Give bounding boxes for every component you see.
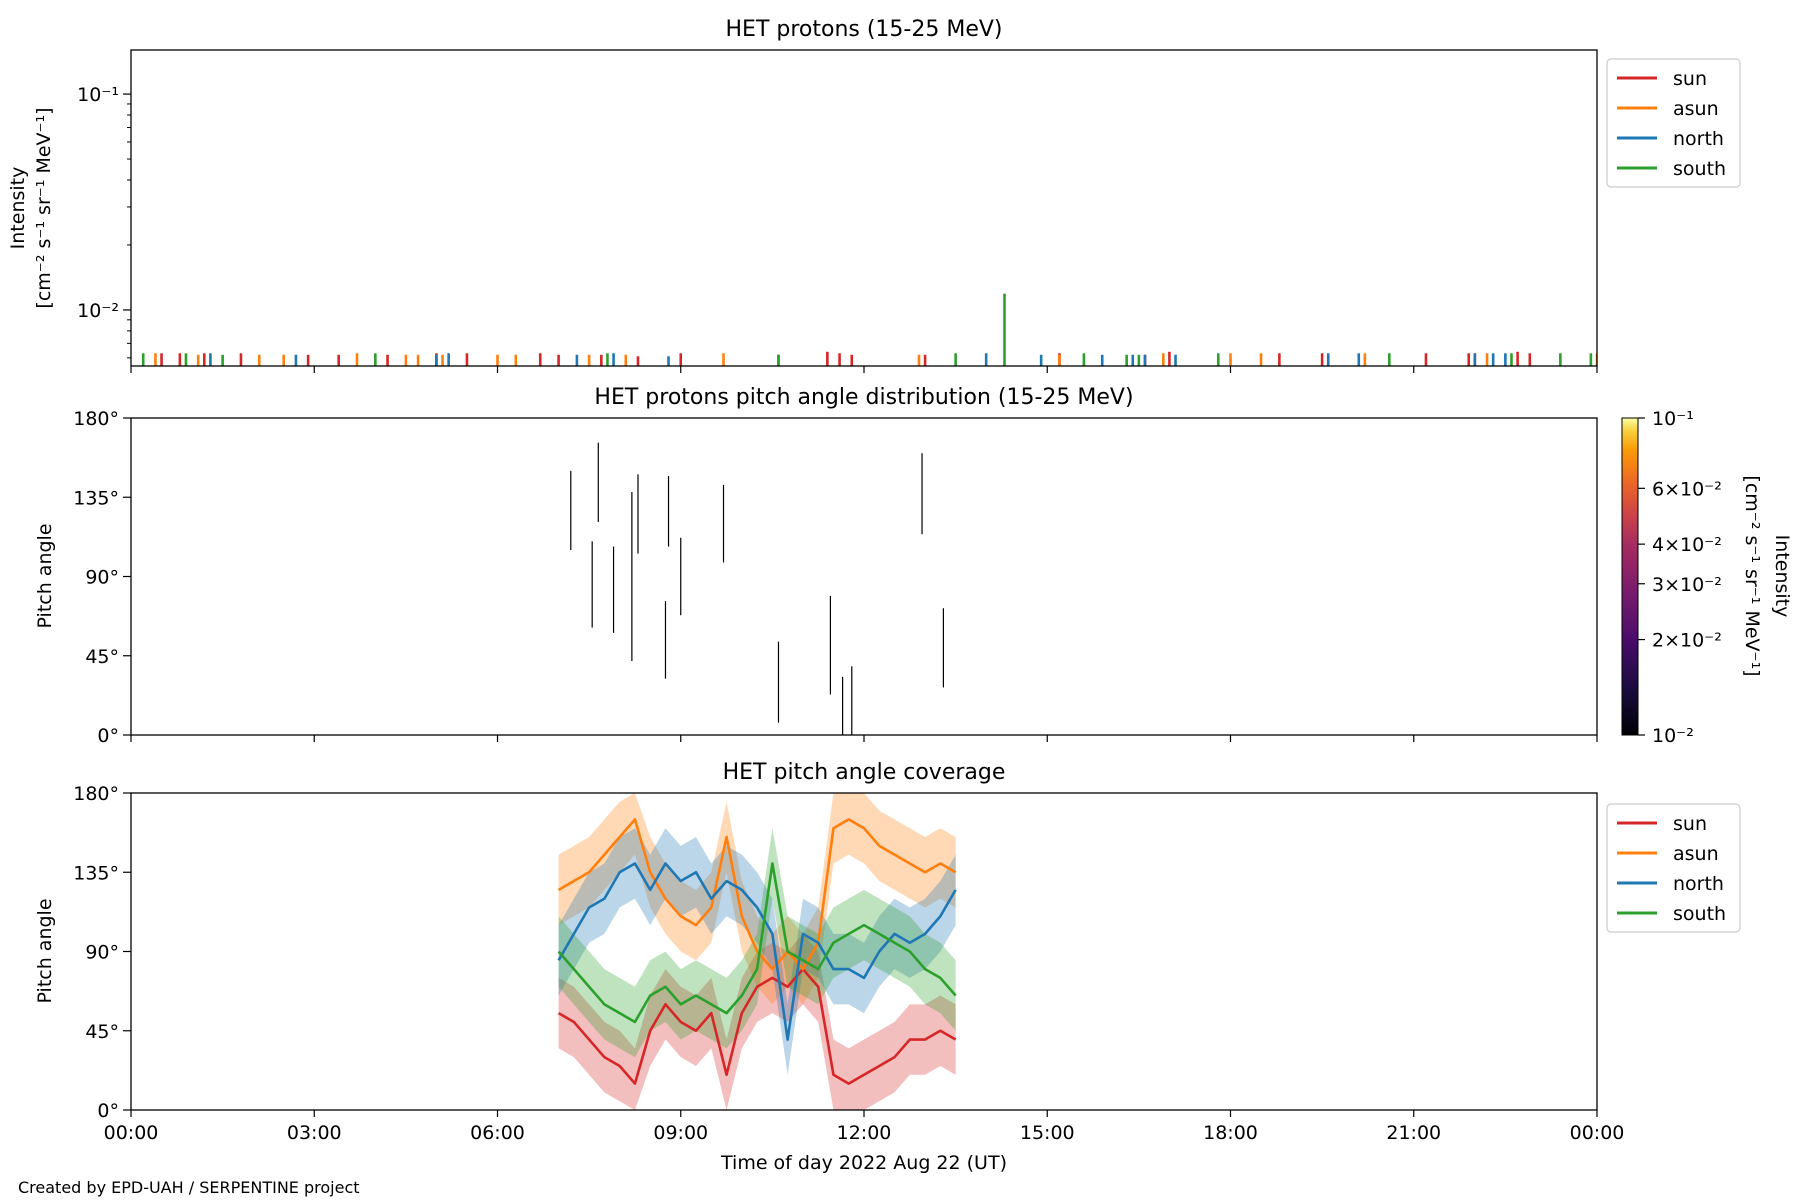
panel1-bars	[141, 293, 1597, 366]
legend-label-sun: sun	[1673, 813, 1707, 835]
x-tick-label: 00:00	[1570, 1122, 1625, 1144]
legend-label-north: north	[1673, 128, 1724, 150]
panel3-legend: sun asun north south	[1606, 803, 1741, 933]
panel2-x-ticks	[130, 735, 1598, 742]
y-tick-label: 10⁻²	[77, 300, 119, 322]
x-tick-label: 00:00	[104, 1122, 159, 1144]
x-tick-label: 18:00	[1203, 1122, 1258, 1144]
colorbar-tick-label: 6×10⁻²	[1652, 478, 1722, 500]
legend-label-south: south	[1673, 158, 1726, 180]
panel2-ylabel: Pitch angle	[34, 523, 56, 628]
band-sun	[558, 933, 956, 1110]
panel3-lines	[557, 793, 957, 1110]
panel2-segments	[570, 442, 945, 735]
band-north	[558, 828, 956, 1075]
colorbar-tick-label: 2×10⁻²	[1652, 630, 1722, 652]
y-tick-label: 180°	[73, 783, 119, 805]
y-tick-label: 180°	[73, 408, 119, 430]
y-tick-label: 135°	[73, 487, 119, 509]
footer-credit: Created by EPD-UAH / SERPENTINE project	[18, 1178, 360, 1197]
line-sun	[557, 967, 957, 1085]
panel2-title: HET protons pitch angle distribution (15…	[594, 385, 1133, 410]
panel1-legend: sun asun north south	[1606, 58, 1741, 188]
y-tick-label: 135°	[73, 862, 119, 884]
x-tick-label: 21:00	[1386, 1122, 1441, 1144]
x-tick-label: 03:00	[287, 1122, 342, 1144]
x-tick-label: 06:00	[470, 1122, 525, 1144]
panel1-x-ticks	[130, 366, 1598, 373]
panel1-ylabel-line1: Intensity	[7, 167, 29, 250]
legend-label-north: north	[1673, 873, 1724, 895]
colorbar-ticks: 10⁻¹ 6×10⁻² 4×10⁻² 3×10⁻² 2×10⁻² 10⁻²	[1638, 408, 1722, 747]
x-tick-label: 12:00	[837, 1122, 892, 1144]
legend-label-asun: asun	[1673, 98, 1719, 120]
band-asun	[558, 793, 956, 1005]
colorbar-label-line2: [cm⁻² s⁻¹ sr⁻¹ MeV⁻¹]	[1741, 475, 1763, 676]
panel1-y-ticks: 10⁻¹ 10⁻²	[77, 84, 131, 359]
y-tick-label: 0°	[97, 725, 119, 747]
panel3-xlabel: Time of day 2022 Aug 22 (UT)	[720, 1152, 1007, 1174]
colorbar-tick-label: 10⁻¹	[1652, 408, 1694, 430]
panel-intensity: HET protons (15-25 MeV) 10⁻¹ 10⁻² Intensi…	[7, 17, 1741, 373]
panel1-title: HET protons (15-25 MeV)	[726, 17, 1003, 42]
panel1-frame	[130, 49, 1598, 367]
panel2-y-ticks: 180° 135° 90° 45° 0°	[73, 408, 131, 747]
panel3-y-ticks: 180° 135° 90° 45° 0°	[73, 783, 131, 1122]
y-tick-label: 45°	[85, 1021, 119, 1043]
panel1-ylabel-line2: [cm⁻² s⁻¹ sr⁻¹ MeV⁻¹]	[33, 107, 55, 308]
legend-box	[1606, 58, 1741, 188]
y-tick-label: 0°	[97, 1100, 119, 1122]
colorbar-tick-label: 3×10⁻²	[1652, 574, 1722, 596]
panel3-x-ticks: 00:00 03:00 06:00 09:00 12:00 15:00 18:00 21:00…	[104, 1110, 1625, 1144]
y-tick-label: 90°	[85, 942, 119, 964]
colorbar-label-line1: Intensity	[1771, 535, 1793, 618]
y-tick-label: 10⁻¹	[77, 84, 119, 106]
y-tick-label: 90°	[85, 567, 119, 589]
y-tick-label: 45°	[85, 646, 119, 668]
panel-pitch-angle-coverage: HET pitch angle coverage 180° 135° 90° 45° 0…	[34, 760, 1741, 1174]
panel-pitch-angle-distribution: HET protons pitch angle distribution (15…	[34, 385, 1793, 747]
band-south	[558, 828, 956, 1058]
colorbar-tick-label: 4×10⁻²	[1652, 534, 1722, 556]
legend-label-asun: asun	[1673, 843, 1719, 865]
legend-box	[1606, 803, 1741, 933]
x-tick-label: 09:00	[653, 1122, 708, 1144]
legend-label-south: south	[1673, 903, 1726, 925]
line-south	[557, 862, 957, 1024]
panel3-ylabel: Pitch angle	[34, 898, 56, 1003]
legend-label-sun: sun	[1673, 68, 1707, 90]
colorbar-tick-label: 10⁻²	[1652, 725, 1694, 747]
line-asun	[557, 818, 957, 971]
colorbar	[1621, 417, 1639, 736]
panel3-title: HET pitch angle coverage	[723, 760, 1006, 785]
x-tick-label: 15:00	[1020, 1122, 1075, 1144]
panel2-frame	[130, 417, 1598, 736]
